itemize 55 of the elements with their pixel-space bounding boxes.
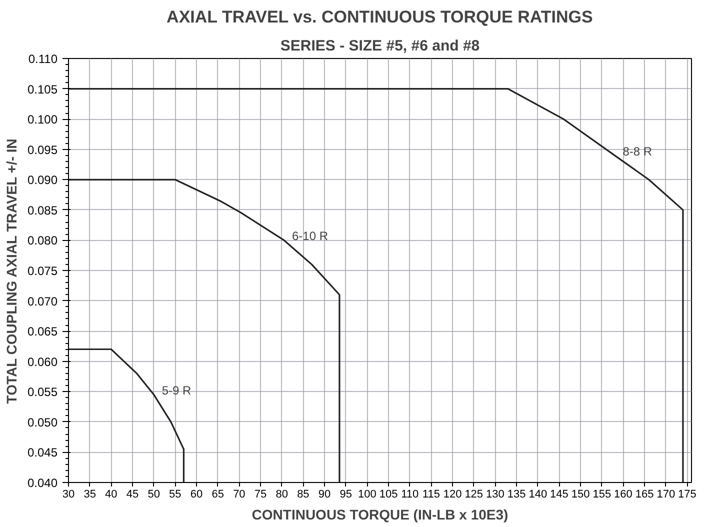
x-tick-label: 60	[190, 488, 203, 500]
y-tick-label: 0.105	[27, 82, 58, 96]
x-tick-label: 80	[276, 488, 288, 500]
x-tick-label: 155	[592, 488, 612, 500]
y-tick-label: 0.095	[27, 142, 58, 157]
y-tick-label: 0.110	[28, 52, 58, 66]
x-tick-label: 115	[422, 488, 440, 500]
y-tick-label: 0.090	[27, 173, 58, 188]
y-tick-label: 0.060	[27, 354, 58, 369]
x-tick-label: 160	[614, 488, 632, 500]
x-tick-label: 55	[169, 488, 182, 500]
y-tick-label: 0.050	[27, 415, 58, 430]
x-tick-label: 45	[126, 488, 139, 500]
y-tick-label: 0.100	[27, 112, 58, 127]
x-tick-label: 35	[84, 488, 96, 500]
series-label: 5-9 R	[162, 384, 192, 398]
x-tick-label: 135	[507, 488, 526, 500]
x-tick-label: 65	[212, 488, 224, 500]
series-label: 6-10 R	[292, 229, 328, 244]
x-tick-label: 125	[464, 488, 484, 500]
y-tick-label: 0.065	[27, 324, 58, 339]
line-series	[68, 88, 684, 482]
line-series	[68, 348, 185, 482]
x-tick-label: 130	[486, 488, 504, 500]
series-label: 8-8 R	[622, 144, 652, 158]
x-tick-label: 90	[318, 488, 331, 500]
x-axis-title: CONTINUOUS TORQUE (IN-LB x 10E3)	[252, 506, 508, 522]
x-tick-label: 70	[233, 488, 246, 500]
line-series	[68, 178, 340, 482]
y-tick-label: 0.040	[27, 476, 58, 490]
x-tick-label: 105	[379, 488, 398, 500]
x-tick-label: 40	[105, 488, 118, 500]
y-tick-label: 0.085	[27, 203, 58, 218]
x-tick-label: 165	[635, 488, 654, 500]
x-tick-label: 50	[148, 488, 160, 500]
x-tick-label: 170	[656, 488, 676, 500]
y-tick-label: 0.080	[27, 234, 58, 248]
x-tick-label: 175	[678, 488, 696, 500]
y-tick-label: 0.075	[27, 264, 58, 278]
y-axis-title: TOTAL COUPLING AXIAL TRAVEL +/- IN	[3, 138, 20, 404]
x-tick-label: 145	[550, 488, 568, 500]
x-tick-label: 120	[443, 488, 462, 500]
x-tick-label: 85	[297, 488, 310, 500]
x-tick-label: 140	[528, 488, 548, 500]
chart-subtitle: SERIES - SIZE #5, #6 and #8	[280, 38, 480, 54]
y-tick-label: 0.045	[27, 446, 58, 460]
y-tick-label: 0.055	[27, 385, 58, 400]
y-tick-label: 0.070	[27, 294, 58, 308]
x-tick-label: 100	[358, 488, 376, 500]
x-tick-label: 30	[62, 488, 75, 500]
x-tick-label: 150	[571, 488, 590, 500]
x-tick-label: 95	[340, 488, 352, 500]
chart-title: AXIAL TRAVEL vs. CONTINUOUS TORQUE RATINGS	[166, 8, 593, 26]
x-tick-label: 110	[401, 488, 419, 500]
x-tick-label: 75	[254, 488, 267, 500]
